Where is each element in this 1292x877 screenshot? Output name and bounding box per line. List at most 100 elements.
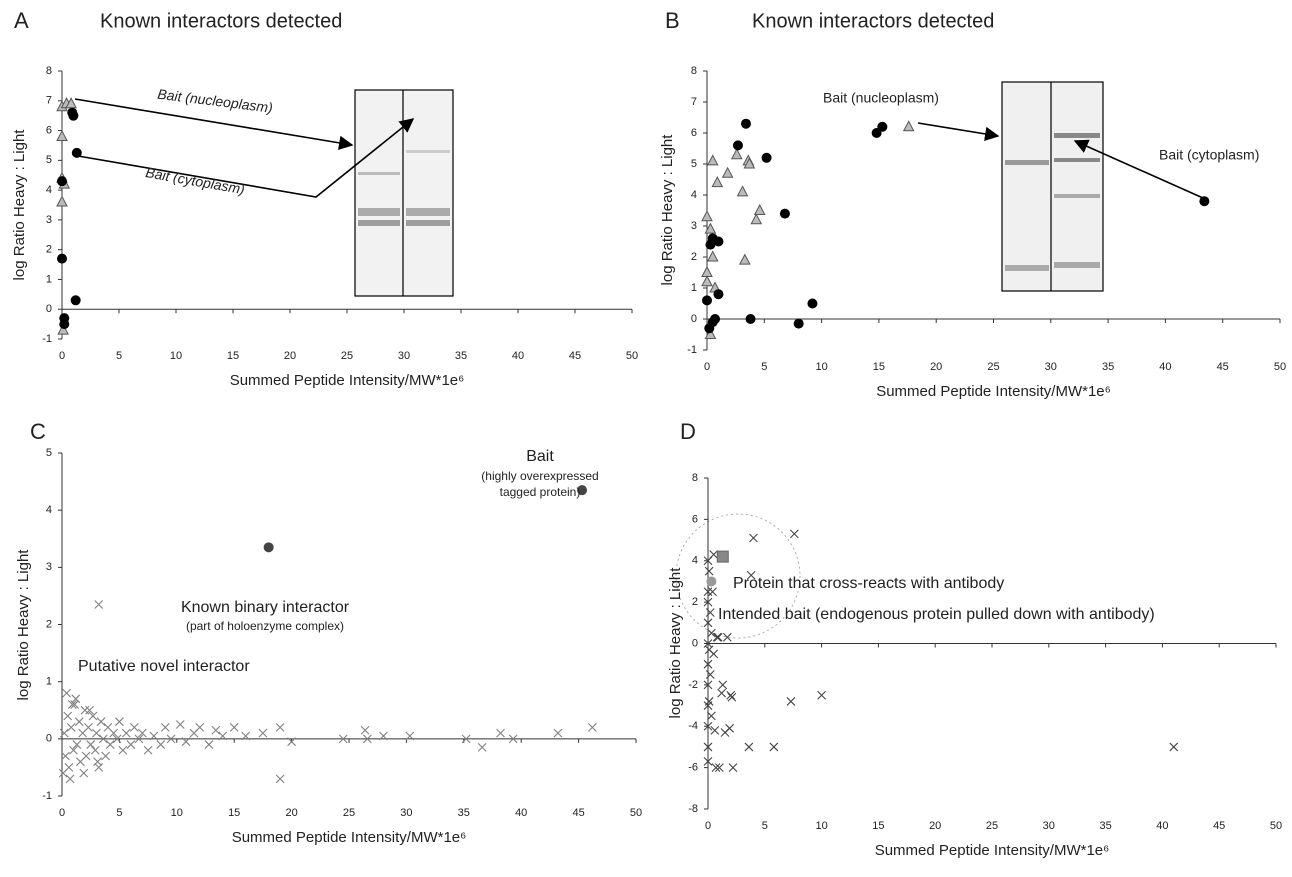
y-tick-label: -1 [42,790,52,802]
x-tick-label: 35 [455,350,467,362]
y-tick-label: 4 [46,504,52,516]
data-point [497,729,505,737]
data-point [818,691,826,699]
x-tick-label: 40 [1159,361,1171,373]
x-tick-label: 40 [512,350,524,362]
y-axis-label: log Ratio Heavy : Light [15,549,32,701]
y-tick-label: 4 [46,184,52,196]
y-tick-label: 7 [46,95,52,107]
data-point [80,769,88,777]
gel-image [355,90,453,296]
data-point [75,718,83,726]
data-point [60,729,68,737]
annotation: Intended bait (endogenous protein pulled… [718,606,1155,623]
x-tick-label: 45 [1217,361,1229,373]
x-tick-label: 45 [569,350,581,362]
data-point [723,168,733,178]
data-point [702,211,712,221]
data-point [746,314,756,324]
x-tick-label: 15 [873,361,885,373]
x-tick-label: 0 [59,807,65,819]
y-tick-label: 6 [692,513,698,525]
x-tick-label: 0 [704,361,710,373]
gel-image [1002,82,1103,291]
x-tick-label: 40 [1156,820,1168,832]
x-tick-label: 50 [1270,820,1282,832]
data-point [130,723,138,731]
data-point [706,671,714,679]
annotation: Known binary interactor [181,599,350,616]
annotation: tagged protein) [500,485,581,499]
data-point [745,743,753,751]
data-point [94,758,102,766]
data-point [714,633,722,641]
y-tick-label: -8 [688,803,698,815]
x-tick-label: 15 [227,350,239,362]
data-point [807,299,817,309]
data-point [82,752,90,760]
panel-title: Known interactors detected [752,10,994,32]
data-point [259,729,267,737]
data-point [92,729,100,737]
data-point [61,752,69,760]
data-point [205,741,213,749]
data-point [57,254,67,264]
y-tick-label: -2 [688,679,698,691]
y-tick-label: 5 [46,447,52,459]
data-point [478,743,486,751]
y-tick-label: 6 [691,127,697,139]
x-tick-label: 20 [929,820,941,832]
data-point [733,140,743,150]
y-tick-label: 3 [46,214,52,226]
x-tick-label: 10 [171,807,183,819]
data-point [710,314,720,324]
x-tick-label: 35 [458,807,470,819]
annotation: Bait (cytoplasm) [1159,147,1259,163]
data-point [84,723,92,731]
y-tick-label: 5 [691,158,697,170]
data-point [740,255,750,265]
y-tick-label: 4 [692,555,698,567]
data-point [157,741,165,749]
y-tick-label: 0 [46,733,52,745]
data-point [1170,743,1178,751]
data-point [755,205,765,215]
data-point [711,726,719,734]
y-tick-label: 3 [691,220,697,232]
panel-label: A [14,8,29,33]
x-tick-label: 30 [1045,361,1057,373]
data-point [719,681,727,689]
x-tick-label: 25 [341,350,353,362]
x-tick-label: 30 [1043,820,1055,832]
x-tick-label: 50 [630,807,642,819]
y-tick-label: -1 [687,344,697,356]
x-tick-label: 5 [762,820,768,832]
x-tick-label: 5 [761,361,767,373]
data-point [57,176,67,186]
data-point [702,295,712,305]
data-point [787,697,795,705]
data-point [738,186,748,196]
x-tick-label: 45 [572,807,584,819]
data-point [706,608,714,616]
data-point [780,209,790,219]
data-point [705,646,713,654]
x-axis-label: Summed Peptide Intensity/MW*1e⁶ [232,829,467,846]
data-point [713,633,721,641]
data-point [708,155,718,165]
data-point [710,551,718,559]
data-point [702,276,712,286]
x-tick-label: 20 [930,361,942,373]
y-tick-label: 8 [692,472,698,484]
x-axis-label: Summed Peptide Intensity/MW*1e⁶ [230,372,465,389]
data-point [72,148,82,158]
data-point [176,721,184,729]
data-point [122,729,130,737]
data-point [95,763,103,771]
data-point [66,775,74,783]
x-tick-label: 25 [343,807,355,819]
y-tick-label: 1 [691,282,697,294]
annotation: Bait (nucleoplasm) [823,90,939,106]
x-tick-label: 0 [59,350,65,362]
data-point [751,214,761,224]
